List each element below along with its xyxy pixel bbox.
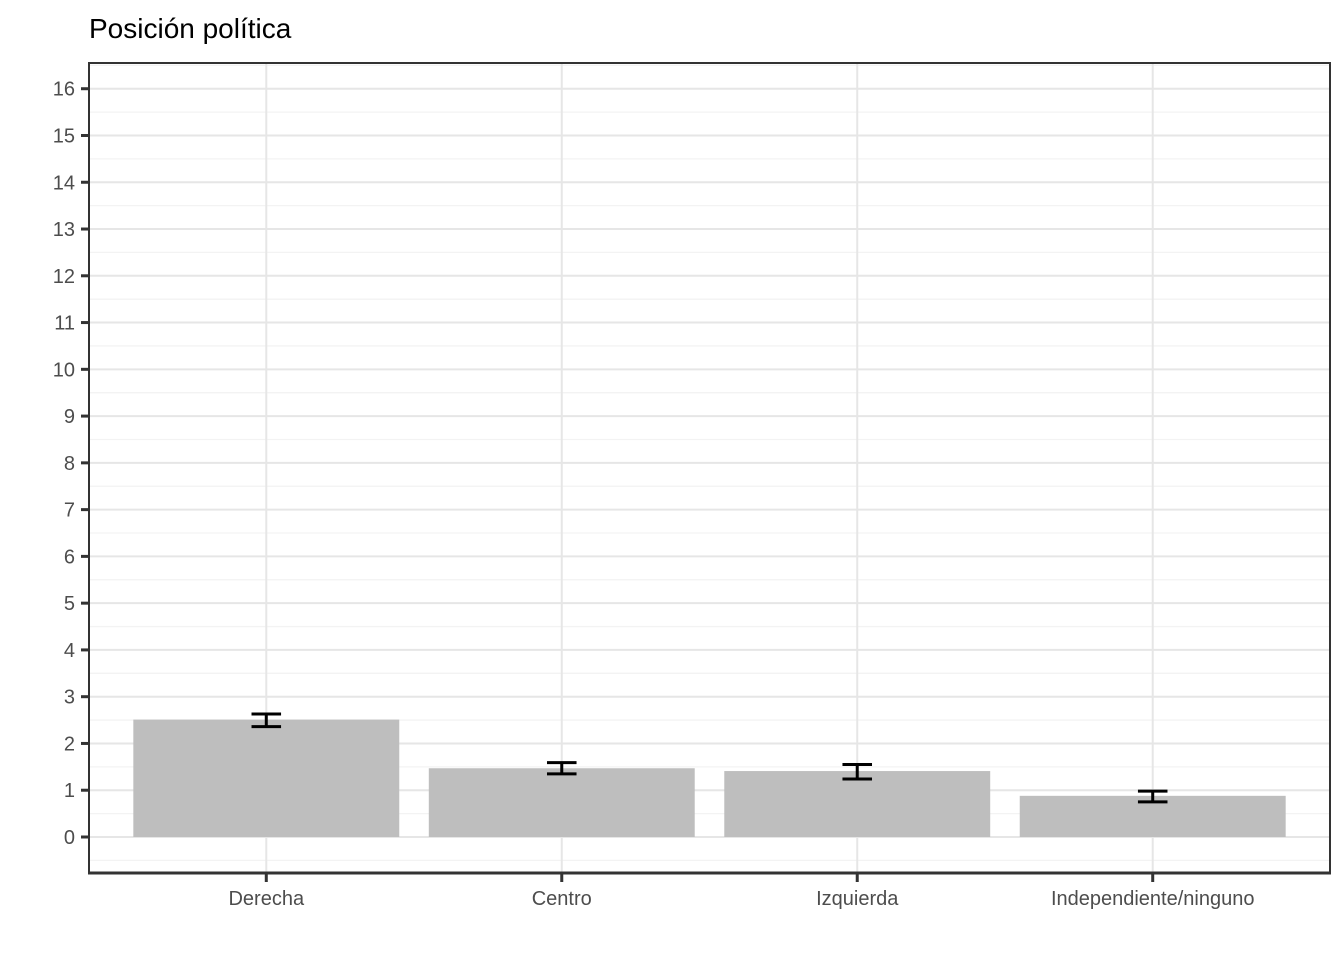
y-tick-label: 12 [53, 266, 75, 288]
chart-title: Posición política [89, 13, 292, 44]
y-tick-label: 8 [64, 453, 75, 475]
y-tick-label: 0 [64, 827, 75, 849]
x-axis-label: Izquierda [816, 888, 899, 910]
y-tick-label: 4 [64, 640, 75, 662]
y-tick-label: 7 [64, 500, 75, 522]
y-tick-label: 9 [64, 406, 75, 428]
y-tick-label: 15 [53, 125, 75, 147]
y-tick-label: 2 [64, 733, 75, 755]
y-tick-label: 6 [64, 546, 75, 568]
y-tick-label: 1 [64, 780, 75, 802]
y-tick-label: 14 [53, 172, 75, 194]
x-axis-label: Centro [532, 888, 592, 910]
y-tick-label: 5 [64, 593, 75, 615]
bar [428, 768, 695, 837]
y-tick-label: 3 [64, 687, 75, 709]
bar [724, 771, 991, 837]
y-tick-label: 10 [53, 359, 75, 381]
y-tick-label: 11 [54, 313, 75, 335]
x-axis-label: Independiente/ninguno [1051, 888, 1255, 910]
y-tick-label: 13 [53, 219, 75, 241]
y-tick-label: 16 [53, 79, 75, 101]
x-axis-label: Derecha [228, 888, 304, 910]
bar [133, 719, 400, 837]
